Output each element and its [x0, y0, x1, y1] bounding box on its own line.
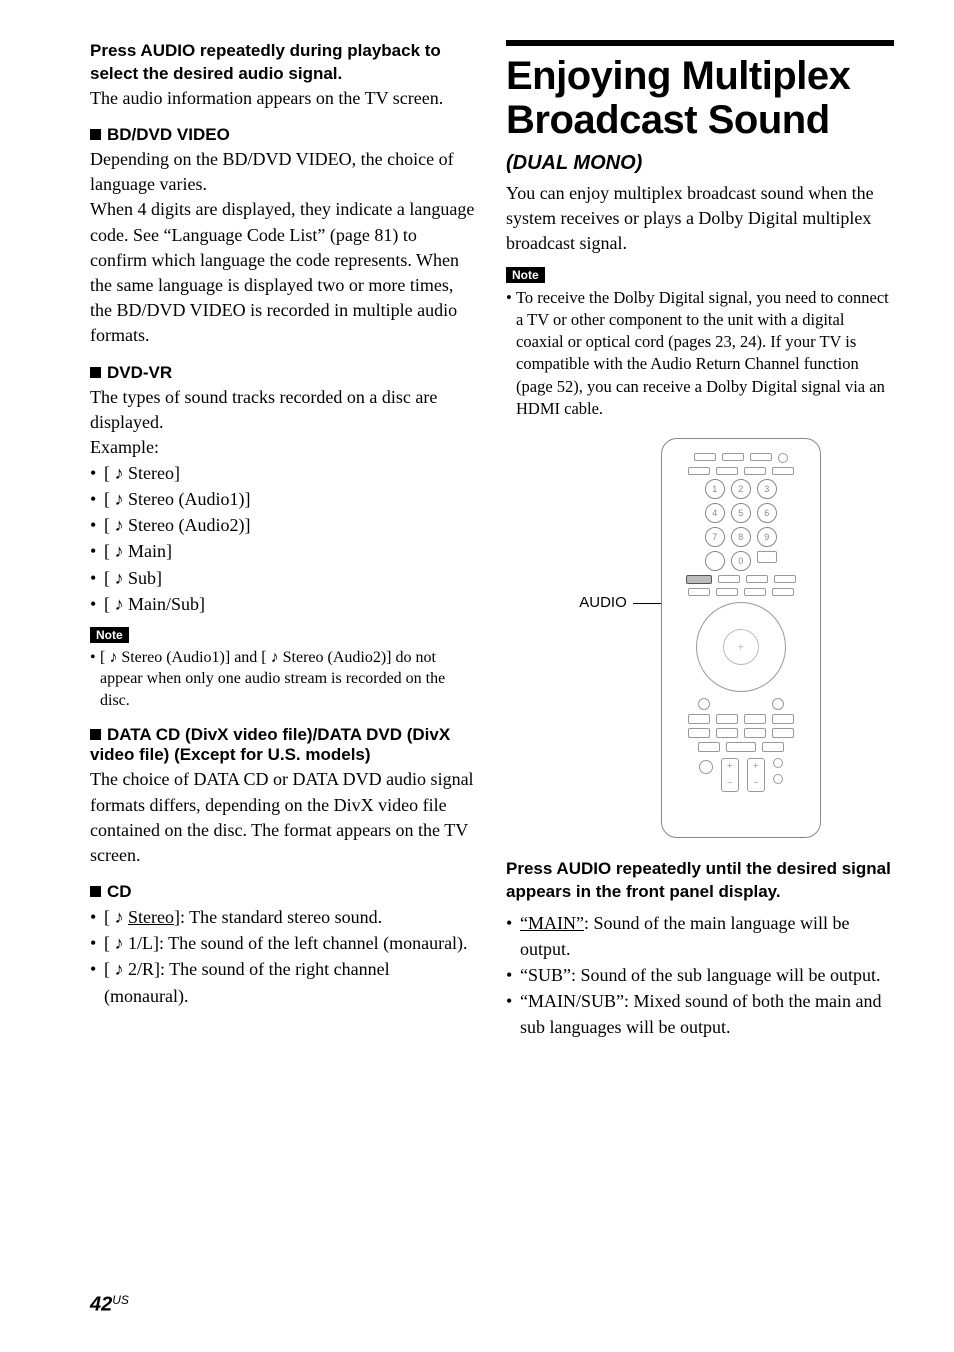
list-item: “MAIN/SUB”: Mixed sound of both the main…: [506, 988, 894, 1040]
remote-control-icon: 123 456 789 0 +− +−: [661, 438, 821, 838]
section-dvd-vr-body: The types of sound tracks recorded on a …: [90, 385, 478, 461]
list-item: [ ♪ Sub]: [90, 565, 478, 591]
list-item: [ ♪ Stereo (Audio1)]: [90, 486, 478, 512]
nav-wheel-icon: [696, 602, 786, 692]
lead-instruction: Press AUDIO repeatedly during playback t…: [90, 40, 478, 86]
list-item: [ ♪ Stereo (Audio2)]: [90, 512, 478, 538]
section-bd-dvd-video: BD/DVD VIDEO: [90, 125, 478, 145]
list-item: [ ♪ Stereo]: The standard stereo sound.: [90, 904, 478, 930]
cd-list: [ ♪ Stereo]: The standard stereo sound. …: [90, 904, 478, 1008]
section-cd: CD: [90, 882, 478, 902]
remote-diagram: AUDIO 123 456 789 0 +− +−: [506, 438, 894, 838]
list-item: [ ♪ Stereo]: [90, 460, 478, 486]
right-column: Enjoying Multiplex Broadcast Sound (DUAL…: [506, 40, 894, 1041]
section-dvd-vr: DVD-VR: [90, 363, 478, 383]
list-item: [ ♪ 1/L]: The sound of the left channel …: [90, 930, 478, 956]
list-item: [ ♪ Main]: [90, 538, 478, 564]
left-column: Press AUDIO repeatedly during playback t…: [90, 40, 478, 1041]
list-item: “SUB”: Sound of the sub language will be…: [506, 962, 894, 988]
lead-body: The audio information appears on the TV …: [90, 86, 478, 111]
list-item: [ ♪ Main/Sub]: [90, 591, 478, 617]
section-bd-dvd-body: Depending on the BD/DVD VIDEO, the choic…: [90, 147, 478, 349]
note-badge: Note: [90, 627, 129, 643]
list-item: [ ♪ 2/R]: The sound of the right channel…: [90, 956, 478, 1008]
section-data-cd: DATA CD (DivX video file)/DATA DVD (DivX…: [90, 725, 478, 765]
subtitle: (DUAL MONO): [506, 152, 894, 175]
dvd-vr-note: [ ♪ Stereo (Audio1)] and [ ♪ Stereo (Aud…: [90, 647, 478, 712]
note-badge: Note: [506, 267, 545, 283]
page-suffix: US: [112, 1293, 129, 1307]
main-title: Enjoying Multiplex Broadcast Sound: [506, 54, 894, 142]
callout-line: [633, 603, 663, 604]
audio-button-icon: [686, 575, 712, 584]
section-rule: [506, 40, 894, 46]
section-data-cd-body: The choice of DATA CD or DATA DVD audio …: [90, 767, 478, 868]
remote-audio-label: AUDIO: [579, 438, 627, 611]
dvd-vr-list: [ ♪ Stereo] [ ♪ Stereo (Audio1)] [ ♪ Ste…: [90, 460, 478, 617]
page-number: 42: [90, 1293, 112, 1315]
signal-options-list: “MAIN”: Sound of the main language will …: [506, 910, 894, 1040]
right-note: To receive the Dolby Digital signal, you…: [506, 287, 894, 421]
intro-body: You can enjoy multiplex broadcast sound …: [506, 181, 894, 257]
page-footer: 42US: [90, 1293, 129, 1316]
list-item: “MAIN”: Sound of the main language will …: [506, 910, 894, 962]
press-audio-instruction: Press AUDIO repeatedly until the desired…: [506, 858, 894, 904]
